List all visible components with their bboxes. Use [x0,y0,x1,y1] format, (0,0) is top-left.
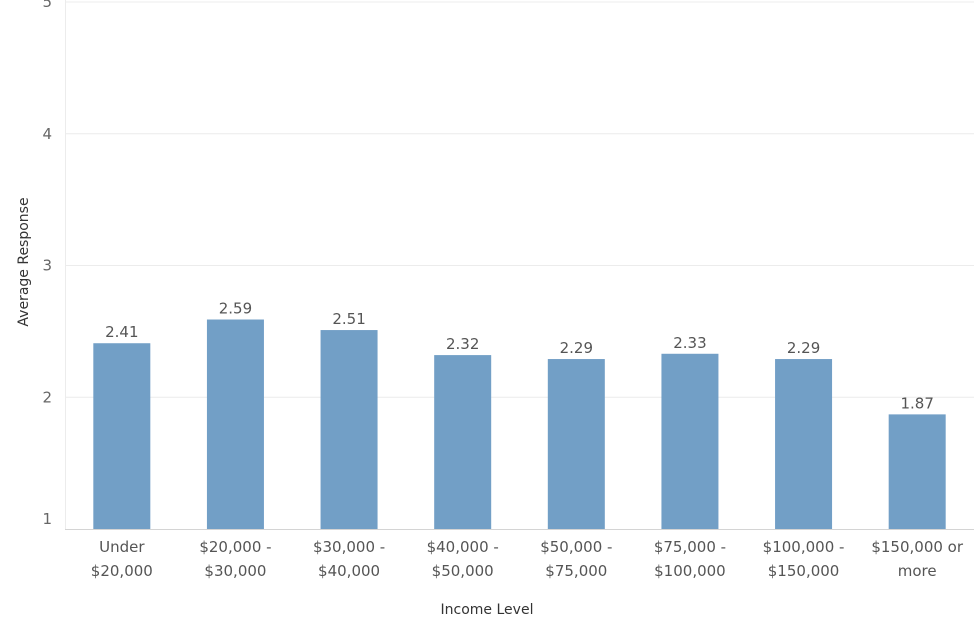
x-tick-label-line: $30,000 [204,562,266,580]
bars [93,319,946,529]
x-tick-label: $40,000 - $50,000 [427,538,499,580]
data-label: 2.29 [560,339,593,357]
bar [547,359,605,529]
x-tick-label: $75,000 - $100,000 [654,538,726,580]
x-tick-label: $150,000 or more [871,538,964,580]
bar [888,414,946,529]
bar [206,319,264,529]
bar [661,353,719,529]
y-axis-title: Average Response [16,197,32,326]
y-tick-label: 4 [42,125,52,143]
data-label: 1.87 [900,394,933,412]
data-label: 2.29 [787,339,820,357]
x-axis-ticks: Under $20,000 $20,000 - $30,000 $30,000 - $40… [91,538,964,580]
bar [434,355,492,529]
bar [93,343,151,529]
x-tick-label-line: $40,000 - [427,538,499,556]
x-tick-label: $100,000 - $150,000 [763,538,845,580]
x-tick-label-line: $40,000 [318,562,380,580]
x-tick-label-line: $50,000 - [540,538,612,556]
data-label: 2.32 [446,335,479,353]
data-label: 2.33 [673,334,706,352]
x-tick-label-line: $100,000 [654,562,726,580]
data-label: 2.41 [105,323,138,341]
x-tick-label-line: $20,000 [91,562,153,580]
x-tick-label-line: $50,000 [432,562,494,580]
y-tick-label: 3 [42,257,52,275]
data-labels: 2.41 2.59 2.51 2.32 2.29 2.33 2.29 1.87 [105,300,934,413]
x-tick-label-line: more [898,562,937,580]
x-tick-label: $50,000 - $75,000 [540,538,612,580]
data-label: 2.51 [332,310,365,328]
x-axis-title: Income Level [441,602,534,618]
x-tick-label: $20,000 - $30,000 [199,538,271,580]
data-label: 2.59 [219,300,252,318]
x-tick-label-line: $100,000 - [763,538,845,556]
y-tick-label: 1 [42,510,52,528]
y-tick-label: 2 [42,388,52,406]
y-tick-label: 5 [42,0,52,11]
x-tick-label-line: $75,000 - [654,538,726,556]
x-tick-label-line: $150,000 [768,562,840,580]
gridlines [65,1,974,398]
x-tick-label: Under $20,000 [91,538,153,580]
x-tick-label-line: $30,000 - [313,538,385,556]
y-axis-ticks: 1 2 3 4 5 [42,0,52,528]
x-tick-label-line: $150,000 or [871,538,964,556]
x-tick-label-line: Under [99,538,145,556]
x-tick-label: $30,000 - $40,000 [313,538,385,580]
bar [775,359,833,529]
x-tick-label-line: $20,000 - [199,538,271,556]
bar [320,330,378,529]
x-tick-label-line: $75,000 [545,562,607,580]
